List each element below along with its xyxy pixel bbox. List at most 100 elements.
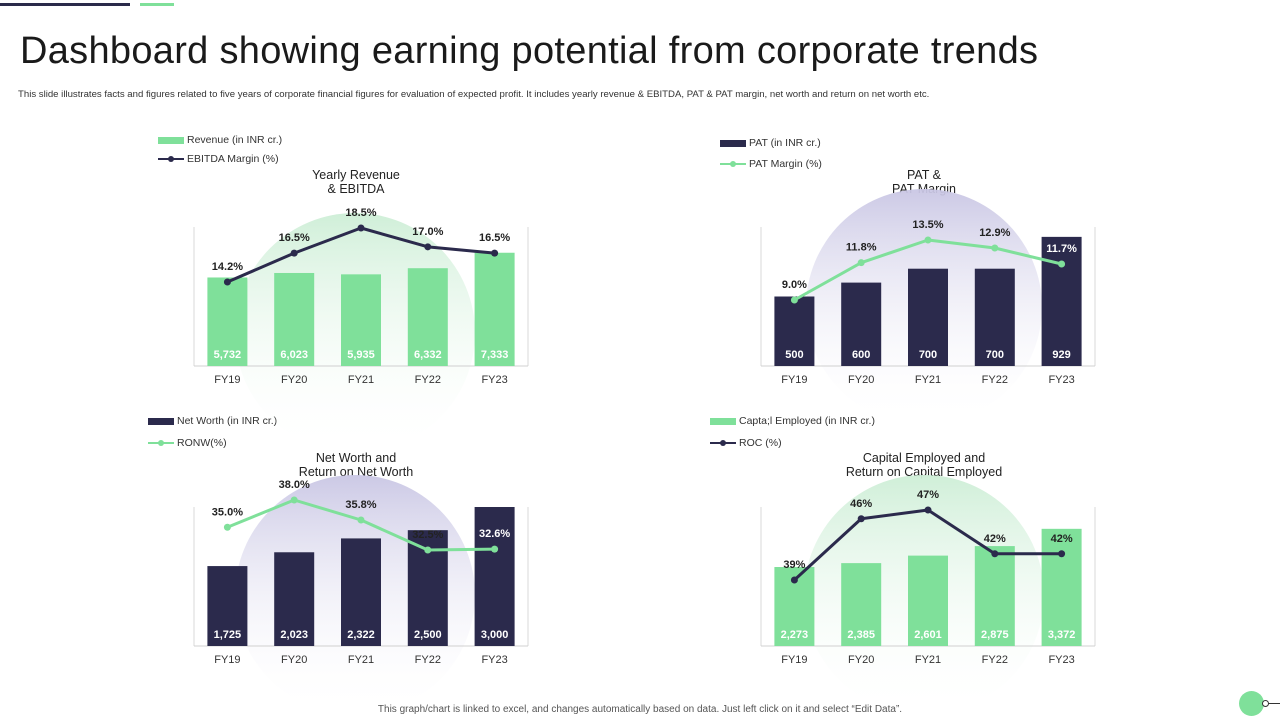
bar-value-label: 2,500 — [414, 629, 442, 641]
line-point-fy20[interactable] — [857, 515, 865, 523]
legend-label: EBITDA Margin (%) — [187, 153, 279, 165]
bar-value-label: 700 — [919, 349, 937, 361]
x-tick-label: FY21 — [348, 654, 374, 666]
x-tick-label: FY19 — [781, 654, 807, 666]
line-point-fy19[interactable] — [790, 576, 798, 584]
chart-title-line: Capital Employed and — [862, 451, 986, 465]
legend-swatch-line — [158, 155, 184, 163]
line-point-fy19[interactable] — [790, 296, 798, 304]
legend-item-line: PAT Margin (%) — [720, 158, 822, 170]
line-value-label: 32.5% — [412, 529, 443, 541]
x-tick-label: FY22 — [415, 374, 441, 386]
bar-value-label: 6,023 — [280, 349, 308, 361]
legend-label: PAT Margin (%) — [749, 158, 822, 170]
legend-label: Capta;l Employed (in INR cr.) — [739, 415, 875, 427]
bar-value-label: 600 — [852, 349, 870, 361]
x-tick-label: FY19 — [214, 654, 240, 666]
legend-label: PAT (in INR cr.) — [749, 137, 821, 149]
page-title: Dashboard showing earning potential from… — [20, 30, 1039, 72]
bar-fy23[interactable] — [474, 507, 515, 646]
bar-fy21[interactable] — [908, 268, 948, 366]
header-accent-line-dark — [0, 3, 130, 6]
bar-fy22[interactable] — [407, 268, 448, 366]
bar-fy21[interactable] — [341, 538, 381, 646]
bar-value-label: 2,273 — [781, 629, 809, 641]
line-point-fy22[interactable] — [991, 244, 999, 252]
x-tick-label: FY20 — [281, 654, 307, 666]
line-point-fy22[interactable] — [991, 550, 999, 558]
line-point-fy21[interactable] — [357, 516, 365, 524]
line-value-label: 32.6% — [479, 528, 510, 540]
x-tick-label: FY22 — [982, 654, 1008, 666]
bar-value-label: 6,332 — [414, 349, 442, 361]
bar-fy23[interactable] — [1041, 236, 1082, 366]
line-point-fy23[interactable] — [1058, 260, 1066, 268]
line-value-label: 17.0% — [412, 226, 443, 238]
line-point-fy21[interactable] — [924, 236, 932, 244]
line-point-fy23[interactable] — [1058, 550, 1066, 558]
legend-item-bar: Capta;l Employed (in INR cr.) — [710, 415, 875, 427]
line-point-fy21[interactable] — [357, 224, 365, 232]
bar-fy20[interactable] — [841, 282, 882, 366]
bar-value-label: 2,023 — [280, 629, 308, 641]
line-value-label: 35.8% — [345, 499, 376, 511]
bar-value-label: 500 — [785, 349, 803, 361]
line-value-label: 42% — [1051, 533, 1073, 545]
legend-swatch-line — [148, 439, 174, 447]
legend-label: RONW(%) — [177, 437, 227, 449]
bar-fy22[interactable] — [974, 546, 1015, 646]
bar-fy20[interactable] — [274, 272, 315, 366]
chart-panel-pat-margin[interactable]: PAT (in INR cr.) PAT Margin (%) PAT & PA… — [640, 0, 1280, 400]
header-accent-line-green — [140, 3, 174, 6]
chart-panel-revenue-ebitda[interactable]: Revenue (in INR cr.) EBITDA Margin (%) Y… — [0, 0, 640, 400]
legend-item-line: EBITDA Margin (%) — [158, 153, 279, 165]
bar-value-label: 2,385 — [847, 629, 875, 641]
line-value-label: 47% — [917, 489, 939, 501]
bar-fy21[interactable] — [908, 555, 948, 646]
x-tick-label: FY23 — [481, 374, 507, 386]
corner-decoration-ring — [1262, 700, 1269, 707]
chart-title: Yearly Revenue & EBITDA — [266, 168, 446, 196]
line-value-label: 38.0% — [279, 479, 310, 491]
line-point-fy20[interactable] — [290, 496, 298, 504]
chart-title-line: Yearly Revenue — [312, 168, 400, 182]
bar-fy22[interactable] — [974, 268, 1015, 366]
x-tick-label: FY23 — [1048, 654, 1074, 666]
bar-fy21[interactable] — [341, 274, 381, 366]
bar-fy19[interactable] — [207, 277, 248, 366]
x-tick-label: FY22 — [415, 654, 441, 666]
line-point-fy21[interactable] — [924, 506, 932, 514]
chart-group-3: 2,273 FY19 2,385 FY20 2,601 FY21 2,875 FY22 3,37… — [760, 475, 1096, 715]
chart-panel-networth-ronw[interactable]: Net Worth (in INR cr.) RONW(%) Net Worth… — [0, 400, 640, 690]
chart-panel-capital-roc[interactable]: Capta;l Employed (in INR cr.) ROC (%) Ca… — [640, 400, 1280, 690]
bar-value-label: 929 — [1052, 349, 1070, 361]
line-value-label: 9.0% — [782, 279, 807, 291]
bar-value-label: 700 — [986, 349, 1004, 361]
line-value-label: 18.5% — [345, 207, 376, 219]
legend-swatch-bar — [158, 136, 184, 144]
chart-title-line: Return on Capital Employed — [845, 465, 1003, 479]
bar-value-label: 2,875 — [981, 629, 1009, 641]
line-value-label: 12.9% — [979, 227, 1010, 239]
bar-fy19[interactable] — [207, 566, 248, 646]
bar-fy23[interactable] — [474, 252, 515, 366]
legend-swatch-line — [720, 160, 746, 168]
line-point-fy20[interactable] — [290, 249, 298, 257]
line-point-fy19[interactable] — [223, 523, 231, 531]
line-point-fy20[interactable] — [857, 259, 865, 267]
x-tick-label: FY21 — [348, 374, 374, 386]
line-point-fy22[interactable] — [424, 546, 432, 554]
line-point-fy22[interactable] — [424, 243, 432, 251]
line-point-fy23[interactable] — [491, 249, 499, 257]
bar-fy23[interactable] — [1041, 528, 1082, 646]
bar-fy20[interactable] — [274, 552, 315, 646]
bar-fy20[interactable] — [841, 563, 882, 646]
x-tick-label: FY21 — [915, 374, 941, 386]
legend-item-line: RONW(%) — [148, 437, 227, 449]
line-point-fy23[interactable] — [491, 545, 499, 553]
bar-value-label: 1,725 — [214, 629, 242, 641]
line-point-fy19[interactable] — [223, 278, 231, 286]
bar-value-label: 3,000 — [481, 629, 509, 641]
x-tick-label: FY22 — [982, 374, 1008, 386]
bar-fy19[interactable] — [774, 296, 815, 367]
